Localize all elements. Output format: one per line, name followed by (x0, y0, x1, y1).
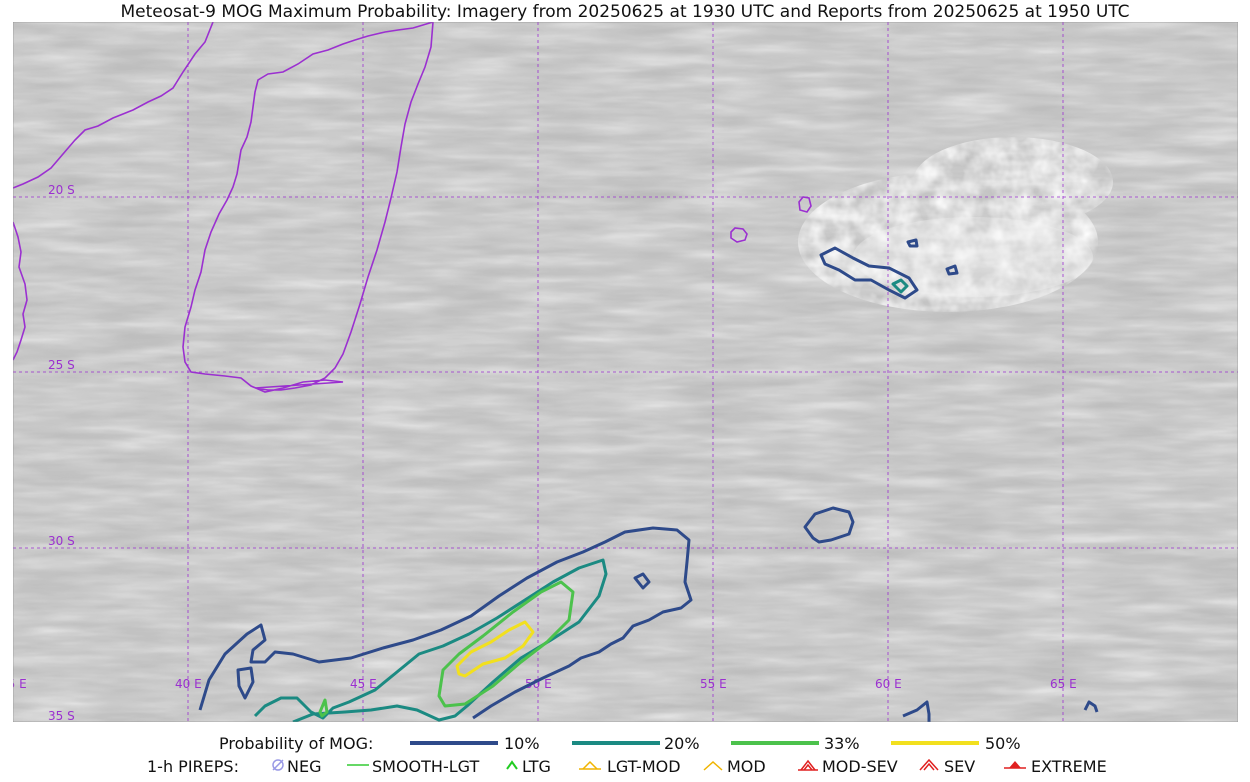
contour-33-percent (318, 580, 575, 718)
probability-legend: Probability of MOG: 10% 20% 33% 50% (0, 732, 1250, 754)
probability-legend-label: Probability of MOG: (219, 734, 374, 753)
legend-swatch-20 (572, 741, 660, 745)
pirep-label-mod-sev: MOD-SEV (822, 757, 898, 776)
pirep-legend-label: 1-h PIREPS: (147, 757, 239, 776)
ltg-icon (506, 760, 518, 770)
lat-label-25s: 25 S (48, 358, 75, 372)
legend-swatch-33 (731, 741, 819, 745)
pirep-label-extreme: EXTREME (1031, 757, 1107, 776)
contour-50-percent (455, 620, 535, 678)
map-title: Meteosat-9 MOG Maximum Probability: Imag… (120, 2, 1130, 22)
lon-label-50e: 50 E (525, 677, 552, 691)
legend-swatch-10 (410, 741, 498, 745)
contour-10-percent (198, 238, 1099, 722)
extreme-icon (1004, 761, 1026, 769)
mozambique-coast (13, 22, 214, 189)
lon-label-60e: 60 E (875, 677, 902, 691)
lon-label-45e: 45 E (350, 677, 377, 691)
legend-label-10: 10% (504, 734, 540, 753)
legend-label-33: 33% (824, 734, 860, 753)
pirep-label-ltg: LTG (522, 757, 551, 776)
contour-20-percent (253, 278, 909, 722)
mod-sev-icon (798, 759, 818, 771)
pirep-label-smooth-lgt: SMOOTH-LGT (372, 757, 480, 776)
legend-swatch-50 (891, 741, 979, 745)
lon-label-65e: 65 E (1050, 677, 1077, 691)
west-coast-fragment (13, 221, 28, 361)
pirep-label-lgt-mod: LGT-MOD (607, 757, 681, 776)
mascarene-island (730, 227, 748, 243)
lat-label-30s: 30 S (48, 534, 75, 548)
lon-label-40e: 40 E (175, 677, 202, 691)
sev-icon (919, 758, 939, 771)
neg-icon (272, 759, 284, 771)
reunion-island (798, 196, 812, 213)
pirep-label-sev: SEV (944, 757, 976, 776)
mod-icon (703, 760, 723, 771)
lon-label-35e: 35 E (13, 677, 27, 691)
lat-label-35s: 35 S (48, 709, 75, 722)
pirep-label-neg: NEG (287, 757, 322, 776)
gridlines (13, 22, 1238, 722)
satellite-map: 20 S 25 S 30 S 35 S 35 E 40 E 45 E 50 E … (13, 22, 1238, 722)
pirep-label-mod: MOD (727, 757, 766, 776)
pirep-legend: 1-h PIREPS: NEG SMOOTH-LGT LTG LGT-MOD M… (0, 755, 1250, 777)
smooth-lgt-icon (347, 764, 369, 766)
lat-label-20s: 20 S (48, 183, 75, 197)
lgt-mod-icon (579, 760, 601, 770)
legend-label-50: 50% (985, 734, 1021, 753)
lon-label-55e: 55 E (700, 677, 727, 691)
legend-label-20: 20% (664, 734, 700, 753)
